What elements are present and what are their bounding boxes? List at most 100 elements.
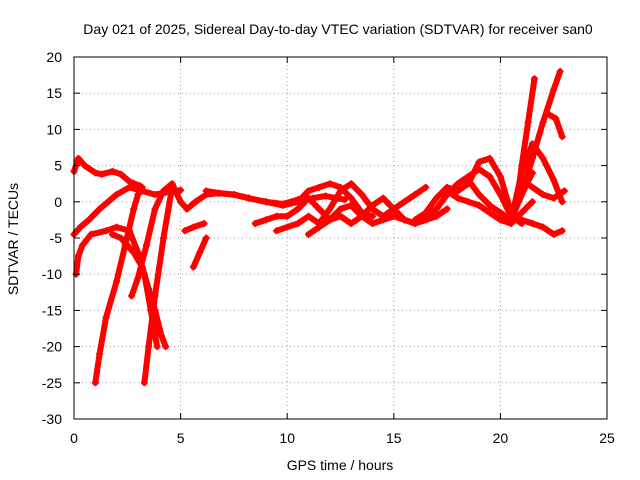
data-point-marker: [322, 192, 330, 200]
data-point-marker: [113, 223, 121, 231]
data-point-marker: [531, 75, 539, 83]
data-point-marker: [168, 183, 176, 191]
data-point-marker: [443, 187, 451, 195]
data-point-marker: [539, 191, 547, 199]
y-tick-label: 0: [54, 194, 62, 210]
data-point-marker: [283, 212, 291, 220]
data-point-marker: [305, 212, 313, 220]
x-axis-label: GPS time / hours: [287, 457, 394, 473]
data-point-marker: [518, 216, 526, 224]
data-point-marker: [539, 118, 547, 126]
y-axis-label: SDTVAR / TECUs: [5, 183, 21, 295]
data-series-group: [70, 67, 568, 387]
y-tick-label: 15: [46, 85, 62, 101]
y-tick-label: -15: [42, 302, 62, 318]
series-sat-o: [411, 154, 515, 224]
data-point-marker: [76, 223, 84, 231]
data-point-marker: [196, 248, 204, 256]
data-point-marker: [560, 187, 568, 195]
data-point-marker: [464, 176, 472, 184]
data-point-marker: [145, 343, 153, 351]
data-point-marker: [305, 194, 313, 202]
data-point-marker: [486, 154, 494, 162]
data-point-marker: [91, 169, 99, 177]
series-line: [508, 68, 564, 223]
data-point-marker: [464, 198, 472, 206]
data-point-marker: [545, 111, 553, 119]
data-point-marker: [379, 194, 387, 202]
data-point-marker: [202, 234, 210, 242]
data-point-marker: [528, 198, 536, 206]
data-point-marker: [130, 248, 138, 256]
data-point-marker: [400, 198, 408, 206]
data-point-marker: [151, 292, 159, 300]
data-point-marker: [251, 220, 259, 228]
data-point-marker: [262, 216, 270, 224]
data-point-marker: [98, 170, 106, 178]
data-point-marker: [507, 212, 515, 220]
series-line: [109, 231, 169, 350]
data-point-marker: [160, 234, 168, 242]
data-point-marker: [518, 162, 526, 170]
data-point-marker: [358, 191, 366, 199]
data-point-marker: [102, 227, 110, 235]
data-point-marker: [337, 187, 344, 195]
y-tick-label: -5: [50, 230, 63, 246]
data-point-marker: [134, 191, 142, 199]
data-point-marker: [558, 198, 566, 206]
data-point-marker: [138, 263, 146, 271]
series-sat-d: [91, 183, 146, 387]
data-point-marker: [160, 187, 168, 195]
data-point-marker: [189, 223, 197, 231]
data-point-marker: [294, 220, 302, 228]
data-point-marker: [145, 285, 153, 293]
data-point-marker: [475, 165, 483, 173]
data-point-marker: [539, 223, 547, 231]
series-sat-h: [181, 220, 208, 235]
data-point-marker: [151, 191, 159, 199]
data-point-marker: [134, 274, 142, 282]
data-point-marker: [125, 183, 133, 191]
series-sat-v: [507, 212, 566, 238]
data-point-marker: [108, 230, 116, 238]
data-point-marker: [486, 201, 494, 209]
data-point-marker: [96, 205, 104, 213]
data-point-marker: [215, 189, 223, 197]
data-point-marker: [422, 212, 430, 220]
axis-tick-labels: 0 5 10 15 20 25 -30 -25 -20 -15 -10 -5 0 5 10 15 20: [42, 49, 615, 446]
data-point-marker: [162, 343, 170, 351]
series-sat-x: [545, 111, 566, 141]
data-point-marker: [200, 220, 208, 228]
data-point-marker: [294, 198, 302, 206]
data-point-marker: [550, 194, 558, 202]
data-point-marker: [368, 201, 376, 209]
data-point-marker: [528, 183, 536, 191]
data-point-marker: [524, 118, 532, 126]
data-point-marker: [496, 172, 504, 180]
data-point-marker: [192, 198, 200, 206]
data-point-marker: [411, 216, 419, 224]
series-sat-f: [108, 230, 170, 351]
axis-ticks: [73, 56, 608, 420]
data-point-marker: [315, 183, 323, 191]
data-point-marker: [315, 223, 323, 231]
data-point-marker: [273, 212, 281, 220]
data-point-marker: [454, 194, 462, 202]
data-point-marker: [79, 241, 87, 249]
data-point-marker: [91, 379, 99, 387]
x-tick-label: 20: [493, 430, 509, 446]
data-point-marker: [475, 158, 483, 166]
series-sat-m: [273, 180, 430, 235]
y-tick-label: 20: [46, 49, 62, 65]
data-point-marker: [432, 194, 440, 202]
data-point-marker: [102, 314, 110, 322]
data-point-marker: [326, 205, 334, 213]
data-point-marker: [157, 332, 165, 340]
data-point-marker: [390, 212, 398, 220]
y-tick-label: -10: [42, 266, 62, 282]
chart-title: Day 021 of 2025, Sidereal Day-to-day VTE…: [83, 21, 593, 37]
data-point-marker: [96, 350, 104, 358]
data-point-marker: [432, 212, 440, 220]
series-sat-g: [140, 183, 176, 387]
